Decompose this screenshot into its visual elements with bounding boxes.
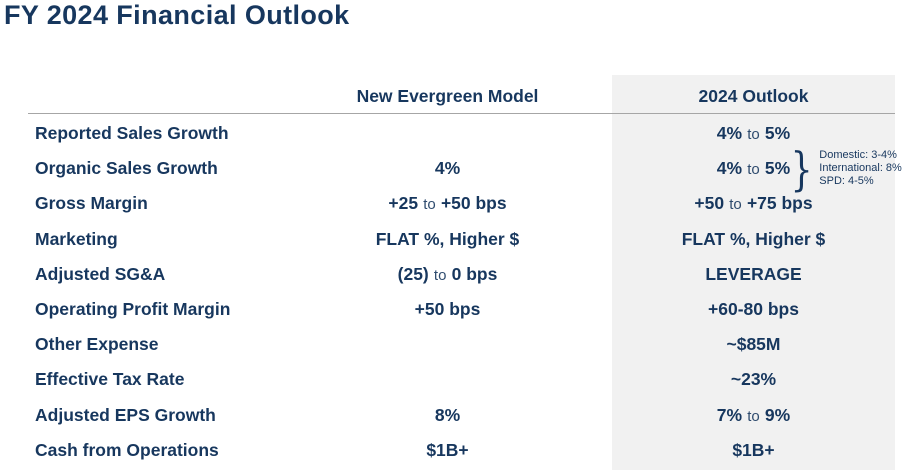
evergreen-value: 4% (434, 158, 461, 179)
outlook-value: +60-80 bps (708, 299, 799, 320)
header-divider (28, 113, 895, 114)
table-row: Cash from Operations $1B+ $1B+ (0, 433, 910, 468)
table-row: Other Expense ~$85M (0, 327, 910, 362)
row-label: Effective Tax Rate (35, 369, 185, 390)
column-header-evergreen: New Evergreen Model (356, 86, 539, 106)
outlook-value: LEVERAGE (705, 263, 802, 284)
organic-growth-annotation: } Domestic: 3-4% International: 8% SPD: 4-5… (787, 146, 902, 192)
table-row: Effective Tax Rate ~23% (0, 362, 910, 397)
evergreen-value: (25) to 0 bps (397, 263, 498, 284)
table-row: Adjusted EPS Growth 8% 7% to 9% (0, 398, 910, 433)
table-row: Organic Sales Growth 4% 4% to 5%} Domestic:… (0, 141, 910, 196)
outlook-value: 7% to 9% (716, 404, 791, 425)
brace-icon: } (790, 141, 813, 196)
evergreen-value: +50 bps (414, 299, 481, 320)
page-title: FY 2024 Financial Outlook (4, 0, 350, 30)
outlook-column-highlight (612, 75, 895, 470)
row-label: Adjusted EPS Growth (35, 404, 216, 425)
table-row: Operating Profit Margin +50 bps +60-80 bps (0, 292, 910, 327)
table-row: Marketing FLAT %, Higher $ FLAT %, Higher … (0, 222, 910, 257)
evergreen-value (300, 116, 595, 151)
outlook-value: ~$85M (726, 334, 781, 355)
evergreen-value: FLAT %, Higher $ (375, 228, 520, 249)
evergreen-value: $1B+ (426, 439, 469, 460)
row-label: Operating Profit Margin (35, 299, 231, 320)
column-header-outlook: 2024 Outlook (698, 86, 809, 106)
row-label: Other Expense (35, 334, 159, 355)
annotation-line: International: 8% (819, 162, 902, 175)
outlook-value: $1B+ (732, 439, 775, 460)
table-row: Gross Margin +25 to +50 bps +50 to +75 bps (0, 186, 910, 221)
outlook-value: +50 to +75 bps (694, 193, 813, 214)
row-label: Gross Margin (35, 193, 148, 214)
annotation-line: SPD: 4-5% (819, 175, 874, 188)
evergreen-value (300, 362, 595, 397)
outlook-value: 4% to 5%} Domestic: 3-4% International: 8%… (716, 141, 902, 196)
outlook-value: 4% to 5% (716, 123, 791, 144)
table-body: Reported Sales Growth 4% to 5% Organic Sal… (0, 116, 910, 468)
table-row: Adjusted SG&A (25) to 0 bps LEVERAGE (0, 257, 910, 292)
row-label: Adjusted SG&A (35, 263, 166, 284)
row-label: Cash from Operations (35, 439, 219, 460)
table-row: Reported Sales Growth 4% to 5% (0, 116, 910, 151)
row-label: Organic Sales Growth (35, 158, 218, 179)
evergreen-value: 8% (434, 404, 461, 425)
outlook-value: ~23% (730, 369, 777, 390)
evergreen-value: +25 to +50 bps (388, 193, 507, 214)
row-label: Marketing (35, 228, 118, 249)
row-label: Reported Sales Growth (35, 123, 229, 144)
annotation-lines: Domestic: 3-4% International: 8% SPD: 4-5% (819, 149, 902, 188)
annotation-line: Domestic: 3-4% (819, 149, 897, 162)
evergreen-value (300, 327, 595, 362)
outlook-value: FLAT %, Higher $ (681, 228, 826, 249)
